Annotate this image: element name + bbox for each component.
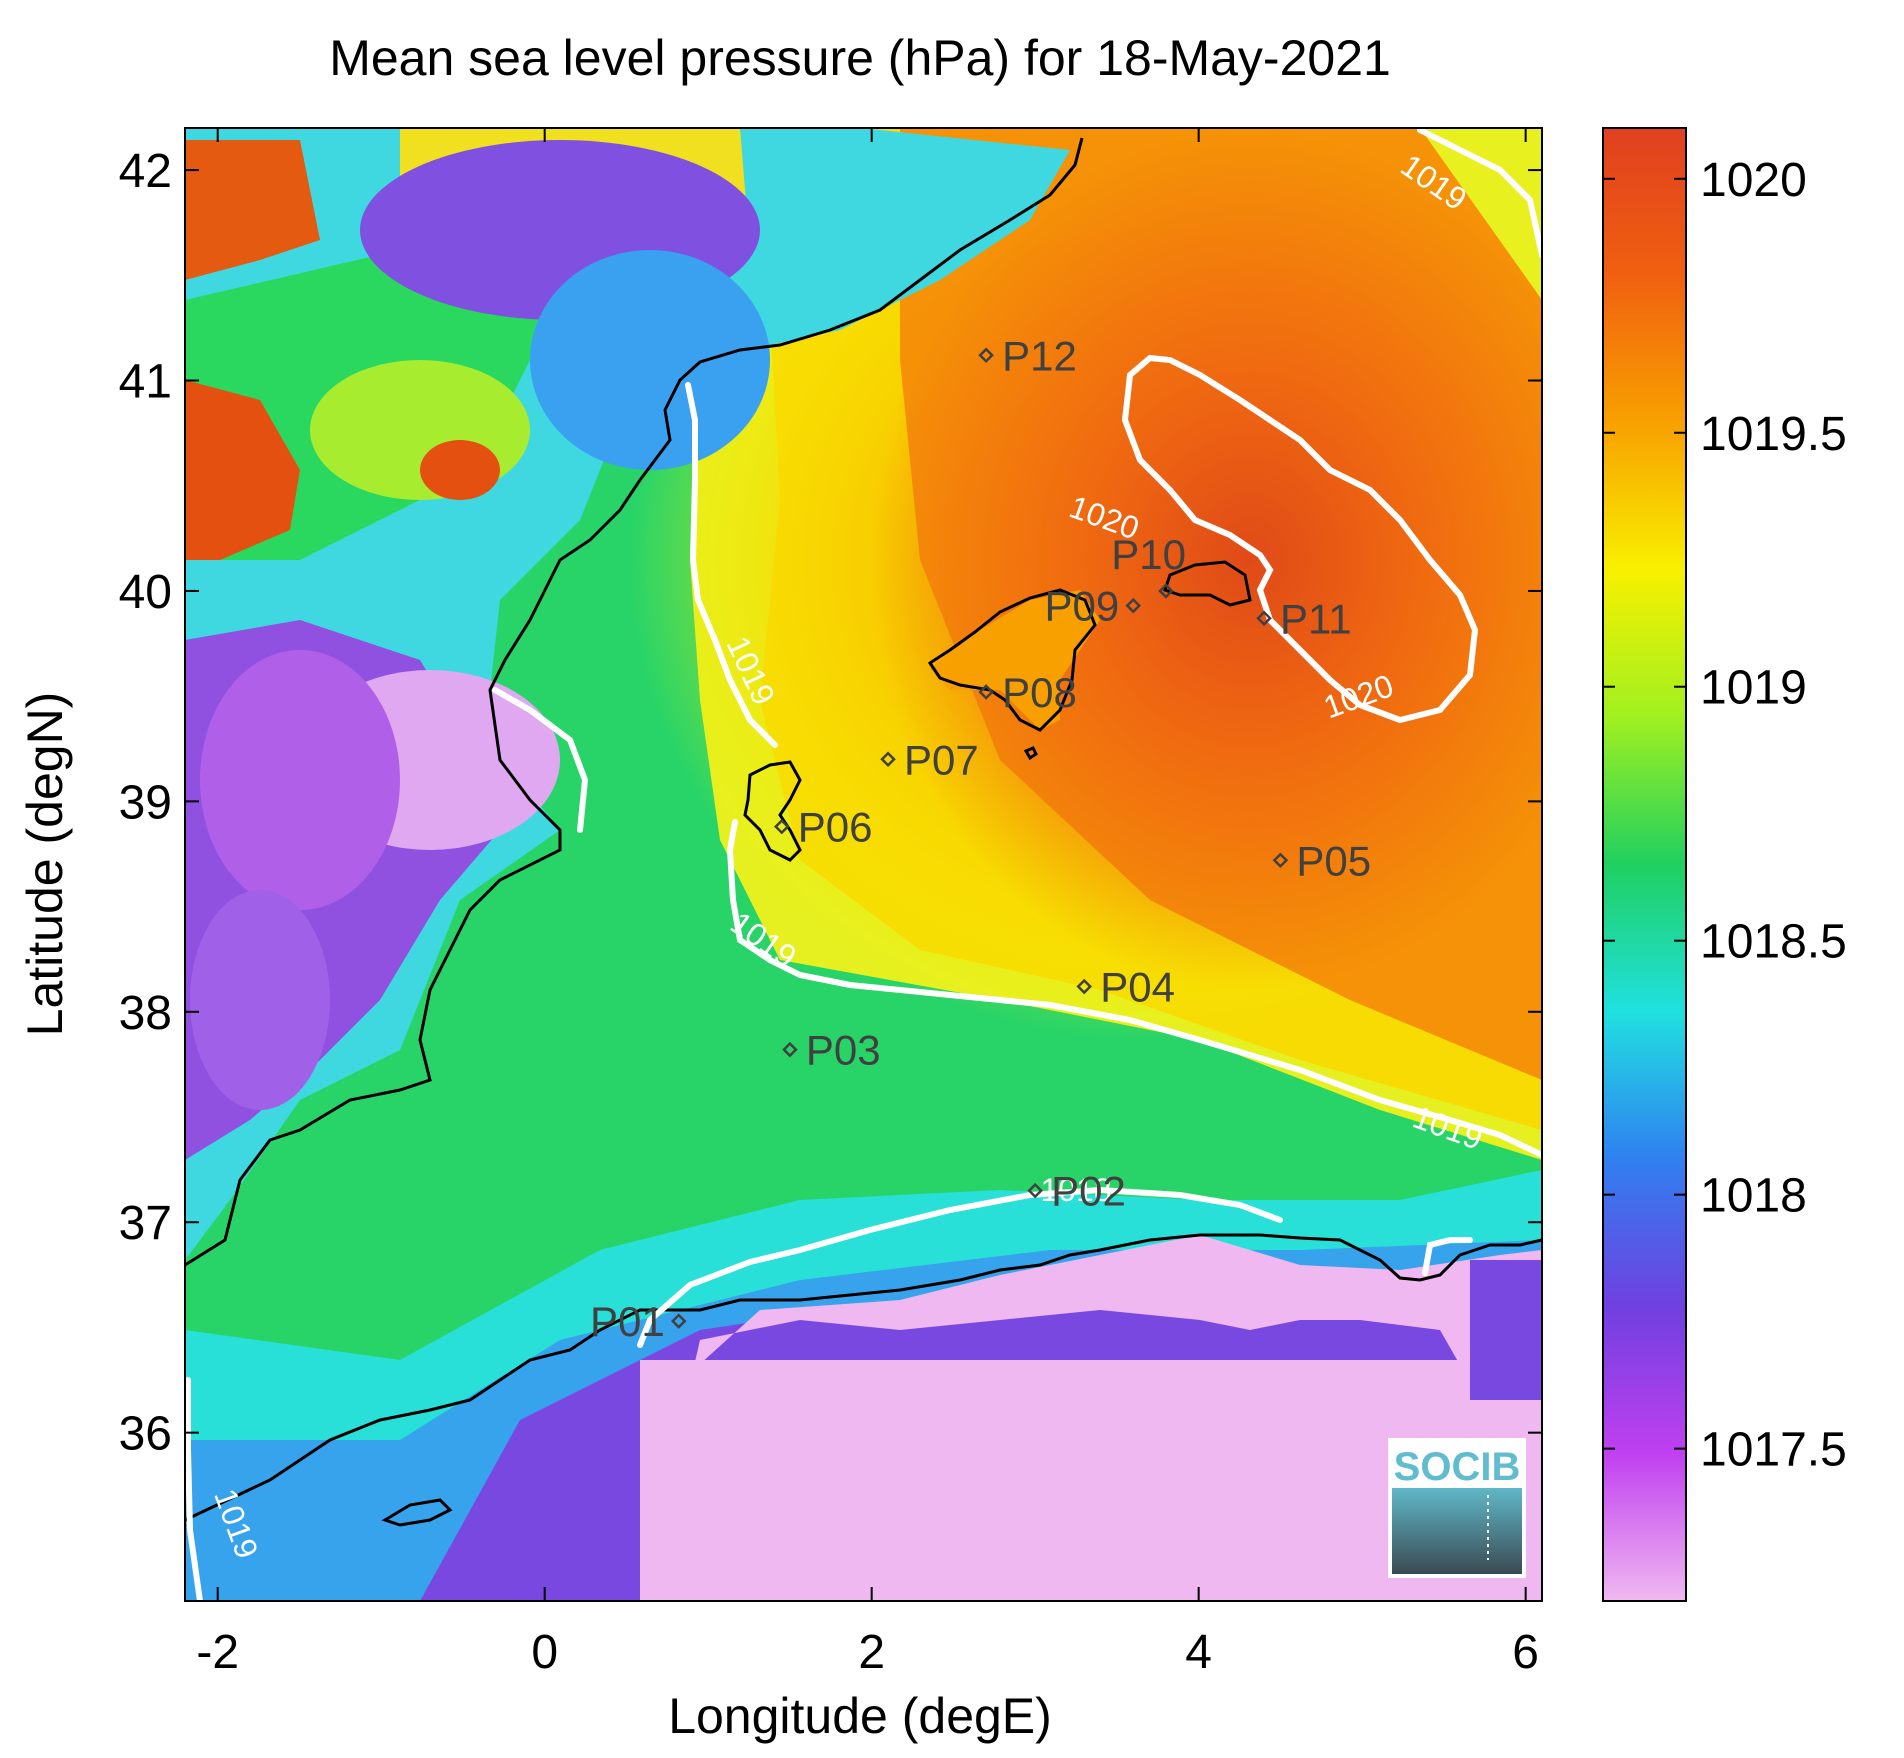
y-axis-label: Latitude (degN) (17, 692, 73, 1037)
station-marker (1027, 1182, 1043, 1199)
station-marker (1272, 852, 1289, 869)
x-axis-label: Longitude (degE) (668, 1688, 1052, 1744)
socib-logo: SOCIB (1388, 1438, 1526, 1578)
contour-label: 1018 (1040, 1172, 1111, 1208)
y-tick-label: 41 (119, 356, 172, 409)
y-tick-label: 38 (119, 987, 172, 1040)
y-tick-label: 37 (119, 1197, 172, 1250)
x-tick-label: 2 (858, 1626, 885, 1679)
station-label: P08 (1002, 669, 1077, 716)
station-label: P07 (904, 736, 979, 783)
pressure-field (185, 128, 1542, 1601)
colorbar-tick-label: 1019 (1700, 662, 1807, 715)
station-label: P06 (798, 804, 873, 851)
station-marker (670, 1313, 687, 1329)
x-axis: -2 0 2 4 6 (196, 128, 1539, 1679)
x-tick-label: -2 (196, 1626, 239, 1679)
station-marker (880, 751, 896, 768)
station-label: P04 (1100, 964, 1175, 1011)
station-label: P01 (590, 1298, 665, 1345)
station-label: P05 (1296, 837, 1371, 884)
station-marker (773, 818, 790, 835)
chart-title: Mean sea level pressure (hPa) for 18-May… (329, 30, 1391, 86)
colorbar-tick-label: 1020 (1700, 154, 1807, 207)
y-tick-label: 36 (119, 1408, 172, 1461)
y-tick-label: 40 (119, 566, 172, 619)
station-marker (1256, 610, 1272, 627)
station-marker (978, 347, 994, 364)
colorbar-ticks: 1017.5 1018 1018.5 1019 1019.5 1020 (1603, 154, 1847, 1477)
plot-frame (184, 127, 1543, 1602)
station-label: P10 (1111, 531, 1186, 578)
station-marker (1158, 583, 1174, 599)
x-tick-label: 0 (531, 1626, 558, 1679)
x-tick-label: 4 (1185, 1626, 1212, 1679)
station-marker (782, 1041, 798, 1058)
coastlines (185, 137, 1542, 1527)
y-tick-label: 42 (119, 145, 172, 198)
contour-lines (185, 128, 1542, 1601)
station-marker (978, 684, 994, 700)
station-label: P12 (1002, 332, 1077, 379)
colorbar-tick-label: 1018 (1700, 1170, 1807, 1223)
socib-logo-text: SOCIB (1394, 1445, 1521, 1489)
station-marker (1076, 978, 1092, 995)
y-tick-label: 39 (119, 776, 172, 829)
colorbar-tick-label: 1019.5 (1700, 408, 1847, 461)
station-label: P03 (806, 1027, 881, 1074)
station-label: P11 (1280, 595, 1352, 642)
colorbar-tick-label: 1018.5 (1700, 916, 1847, 969)
colorbar-tick-label: 1017.5 (1700, 1424, 1847, 1477)
station-label: P02 (1051, 1168, 1126, 1215)
station-label: P09 (1045, 583, 1120, 630)
colorbar (1602, 127, 1687, 1602)
x-tick-label: 6 (1512, 1626, 1539, 1679)
station-marker (1125, 597, 1142, 614)
station-markers: P01 P02 P03 P04 P05 P06 P07 P08 P09 P10 P11 P12 (590, 332, 1371, 1345)
y-axis: 36 37 38 39 40 41 42 (119, 145, 1542, 1461)
